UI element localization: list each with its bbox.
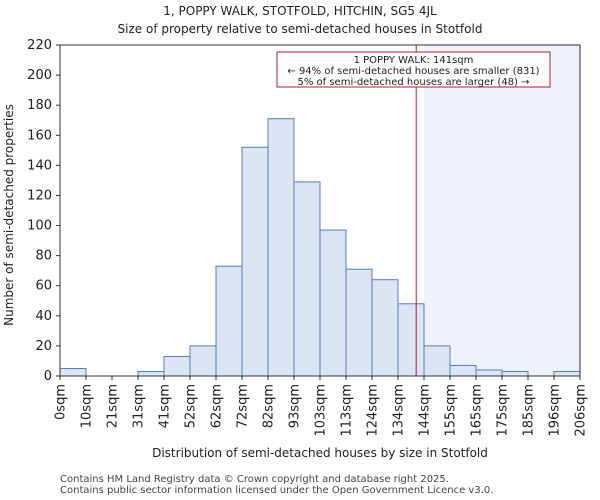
x-tick-label: 124sqm: [366, 384, 381, 437]
x-tick-label: 144sqm: [418, 384, 433, 437]
bar-52sqm: [189, 345, 217, 377]
x-tick-label: 103sqm: [314, 384, 329, 437]
bar-155sqm: [449, 364, 477, 377]
bar-62sqm: [215, 265, 243, 377]
bar-134sqm: [397, 303, 425, 377]
x-tick-label: 206sqm: [574, 384, 589, 437]
annotation-smaller: ← 94% of semi-detached houses are smalle…: [287, 66, 539, 77]
x-tick-label: 185sqm: [522, 384, 537, 437]
x-tick-label: 31sqm: [132, 384, 147, 428]
y-tick-label: 200: [27, 68, 52, 83]
chart-title: 1, POPPY WALK, STOTFOLD, HITCHIN, SG5 4J…: [163, 4, 437, 18]
x-tick-label: 134sqm: [392, 384, 407, 437]
y-tick-label: 120: [27, 188, 52, 203]
y-tick-label: 0: [44, 369, 52, 384]
bar-82sqm: [267, 118, 295, 377]
y-tick-label: 100: [27, 219, 52, 234]
bar-93sqm: [293, 181, 321, 377]
bar-196sqm: [553, 370, 581, 377]
annotation-box: [276, 51, 551, 88]
y-tick-label: 180: [27, 98, 52, 113]
x-tick-label: 196sqm: [548, 384, 563, 437]
footer-copyright: Contains HM Land Registry data © Crown c…: [60, 474, 449, 485]
bar-113sqm: [345, 268, 373, 377]
y-tick-label: 220: [27, 38, 52, 53]
y-tick-label: 140: [27, 158, 52, 173]
bar-144sqm: [423, 345, 451, 377]
bar-165sqm: [475, 369, 503, 377]
x-tick-label: 82sqm: [262, 384, 277, 428]
bar-175sqm: [501, 370, 529, 377]
x-tick-label: 10sqm: [80, 384, 95, 428]
y-tick-label: 60: [35, 279, 52, 294]
bar-0sqm: [59, 367, 87, 377]
x-tick-label: 165sqm: [470, 384, 485, 437]
bar-31sqm: [137, 370, 165, 377]
x-axis-label: Distribution of semi-detached houses by …: [152, 446, 488, 460]
x-tick-label: 0sqm: [54, 384, 69, 420]
x-tick-label: 175sqm: [496, 384, 511, 437]
chart-subtitle: Size of property relative to semi-detach…: [117, 22, 483, 36]
bar-124sqm: [371, 279, 399, 377]
x-tick-label: 52sqm: [184, 384, 199, 428]
bar-103sqm: [319, 229, 347, 377]
x-tick-label: 72sqm: [236, 384, 251, 428]
y-tick-label: 20: [35, 339, 52, 354]
bar-41sqm: [163, 355, 191, 377]
y-axis-label: Number of semi-detached properties: [2, 104, 16, 326]
x-tick-label: 62sqm: [210, 384, 225, 428]
footer-licence: Contains public sector information licen…: [60, 485, 494, 496]
y-tick-label: 160: [27, 128, 52, 143]
x-tick-label: 93sqm: [288, 384, 303, 428]
x-tick-label: 41sqm: [158, 384, 173, 428]
highlight-region: [424, 45, 580, 376]
x-tick-label: 21sqm: [106, 384, 121, 428]
x-tick-label: 155sqm: [444, 384, 459, 437]
y-tick-label: 40: [35, 309, 52, 324]
annotation-title: 1 POPPY WALK: 141sqm: [354, 55, 474, 66]
annotation-larger: 5% of semi-detached houses are larger (4…: [297, 77, 529, 88]
x-tick-label: 113sqm: [340, 384, 355, 437]
bar-72sqm: [241, 146, 269, 377]
y-tick-label: 80: [35, 249, 52, 264]
